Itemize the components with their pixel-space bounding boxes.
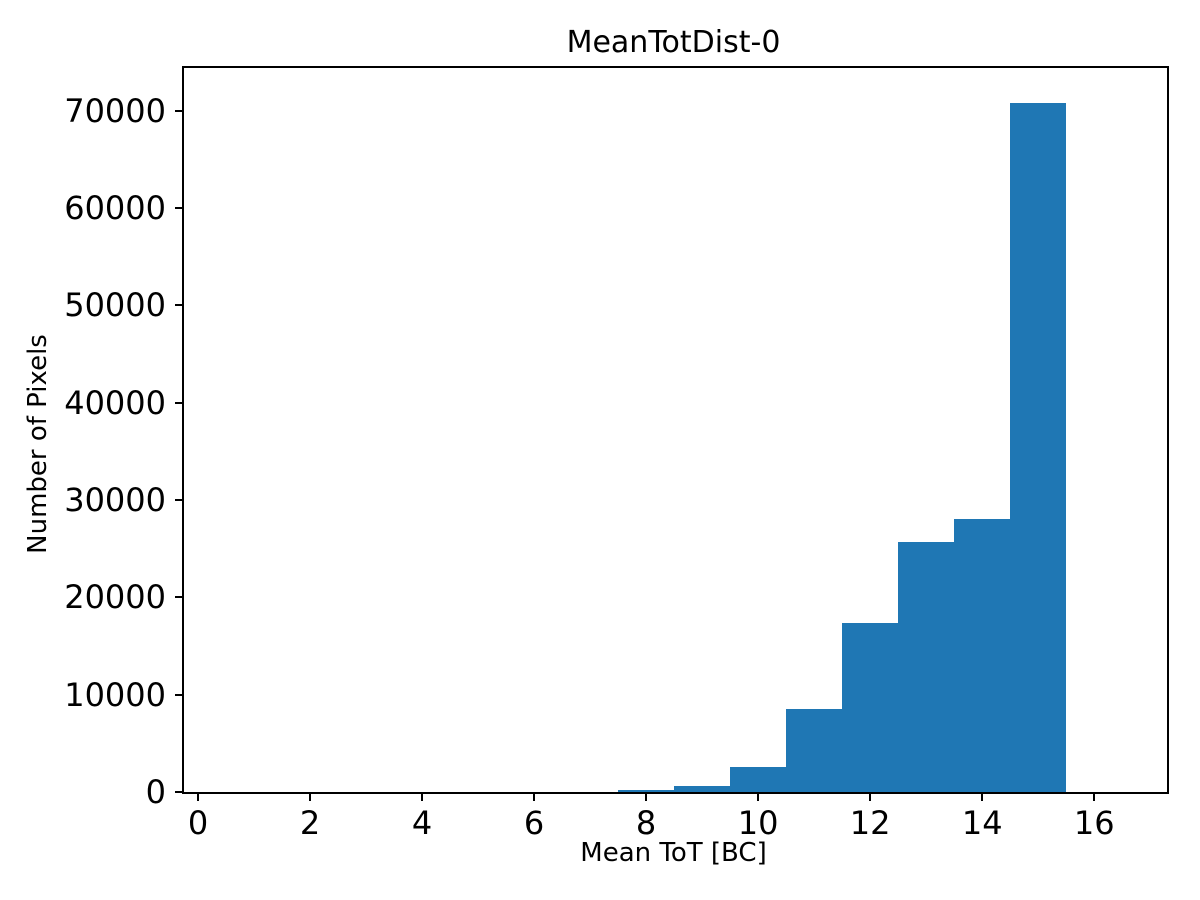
x-tick-label: 0 (187, 804, 209, 842)
histogram-bar (618, 790, 675, 792)
x-axis-label: Mean ToT [BC] (580, 838, 767, 868)
y-tick-label: 30000 (64, 481, 166, 520)
y-tick-label: 0 (145, 773, 166, 811)
y-tick-label: 20000 (64, 578, 166, 617)
y-axis-tick (175, 401, 184, 404)
x-tick-label: 8 (635, 804, 657, 842)
histogram-bar (898, 541, 955, 792)
x-tick-label: 2 (299, 804, 321, 842)
x-tick-label: 4 (411, 804, 433, 842)
x-tick-label: 14 (961, 804, 1003, 842)
histogram-bar (954, 518, 1011, 792)
y-tick-label: 10000 (64, 675, 166, 714)
plot-area: 0 2 4 6 8 10 12 14 16 0 10000 20000 30000 40000 50000 6… (64, 66, 1169, 841)
y-axis-tick (175, 693, 184, 696)
histogram-bar (730, 766, 787, 792)
y-axis-tick (175, 791, 184, 793)
x-tick-label: 6 (523, 804, 545, 842)
x-axis-tick (1093, 792, 1096, 801)
y-tick-label: 40000 (64, 383, 166, 422)
y-axis-tick (175, 499, 184, 502)
x-tick-label: 12 (849, 804, 891, 842)
histogram-bar (674, 785, 731, 792)
x-tick-label: 16 (1073, 804, 1115, 842)
chart-title: MeanTotDist-0 (566, 25, 781, 60)
histogram-bar (842, 622, 899, 792)
x-axis-tick (309, 792, 311, 801)
x-tick-label: 10 (737, 804, 779, 842)
x-axis-tick (421, 792, 423, 801)
y-axis-tick (175, 596, 184, 599)
x-axis-tick (645, 792, 648, 801)
x-axis-tick (533, 792, 536, 801)
y-axis-tick (175, 207, 184, 210)
y-tick-label: 50000 (64, 286, 166, 325)
y-tick-label: 70000 (64, 91, 166, 130)
y-axis-label: Number of Pixels (23, 334, 53, 554)
y-axis-tick (175, 109, 184, 112)
x-axis-tick (757, 792, 760, 801)
x-axis-tick (869, 792, 872, 801)
histogram-bar (1010, 103, 1067, 792)
y-axis-tick (175, 304, 184, 307)
histogram-bar (786, 709, 843, 792)
x-axis-tick (981, 792, 984, 801)
y-tick-label: 60000 (64, 189, 166, 228)
x-axis-tick (197, 792, 199, 801)
